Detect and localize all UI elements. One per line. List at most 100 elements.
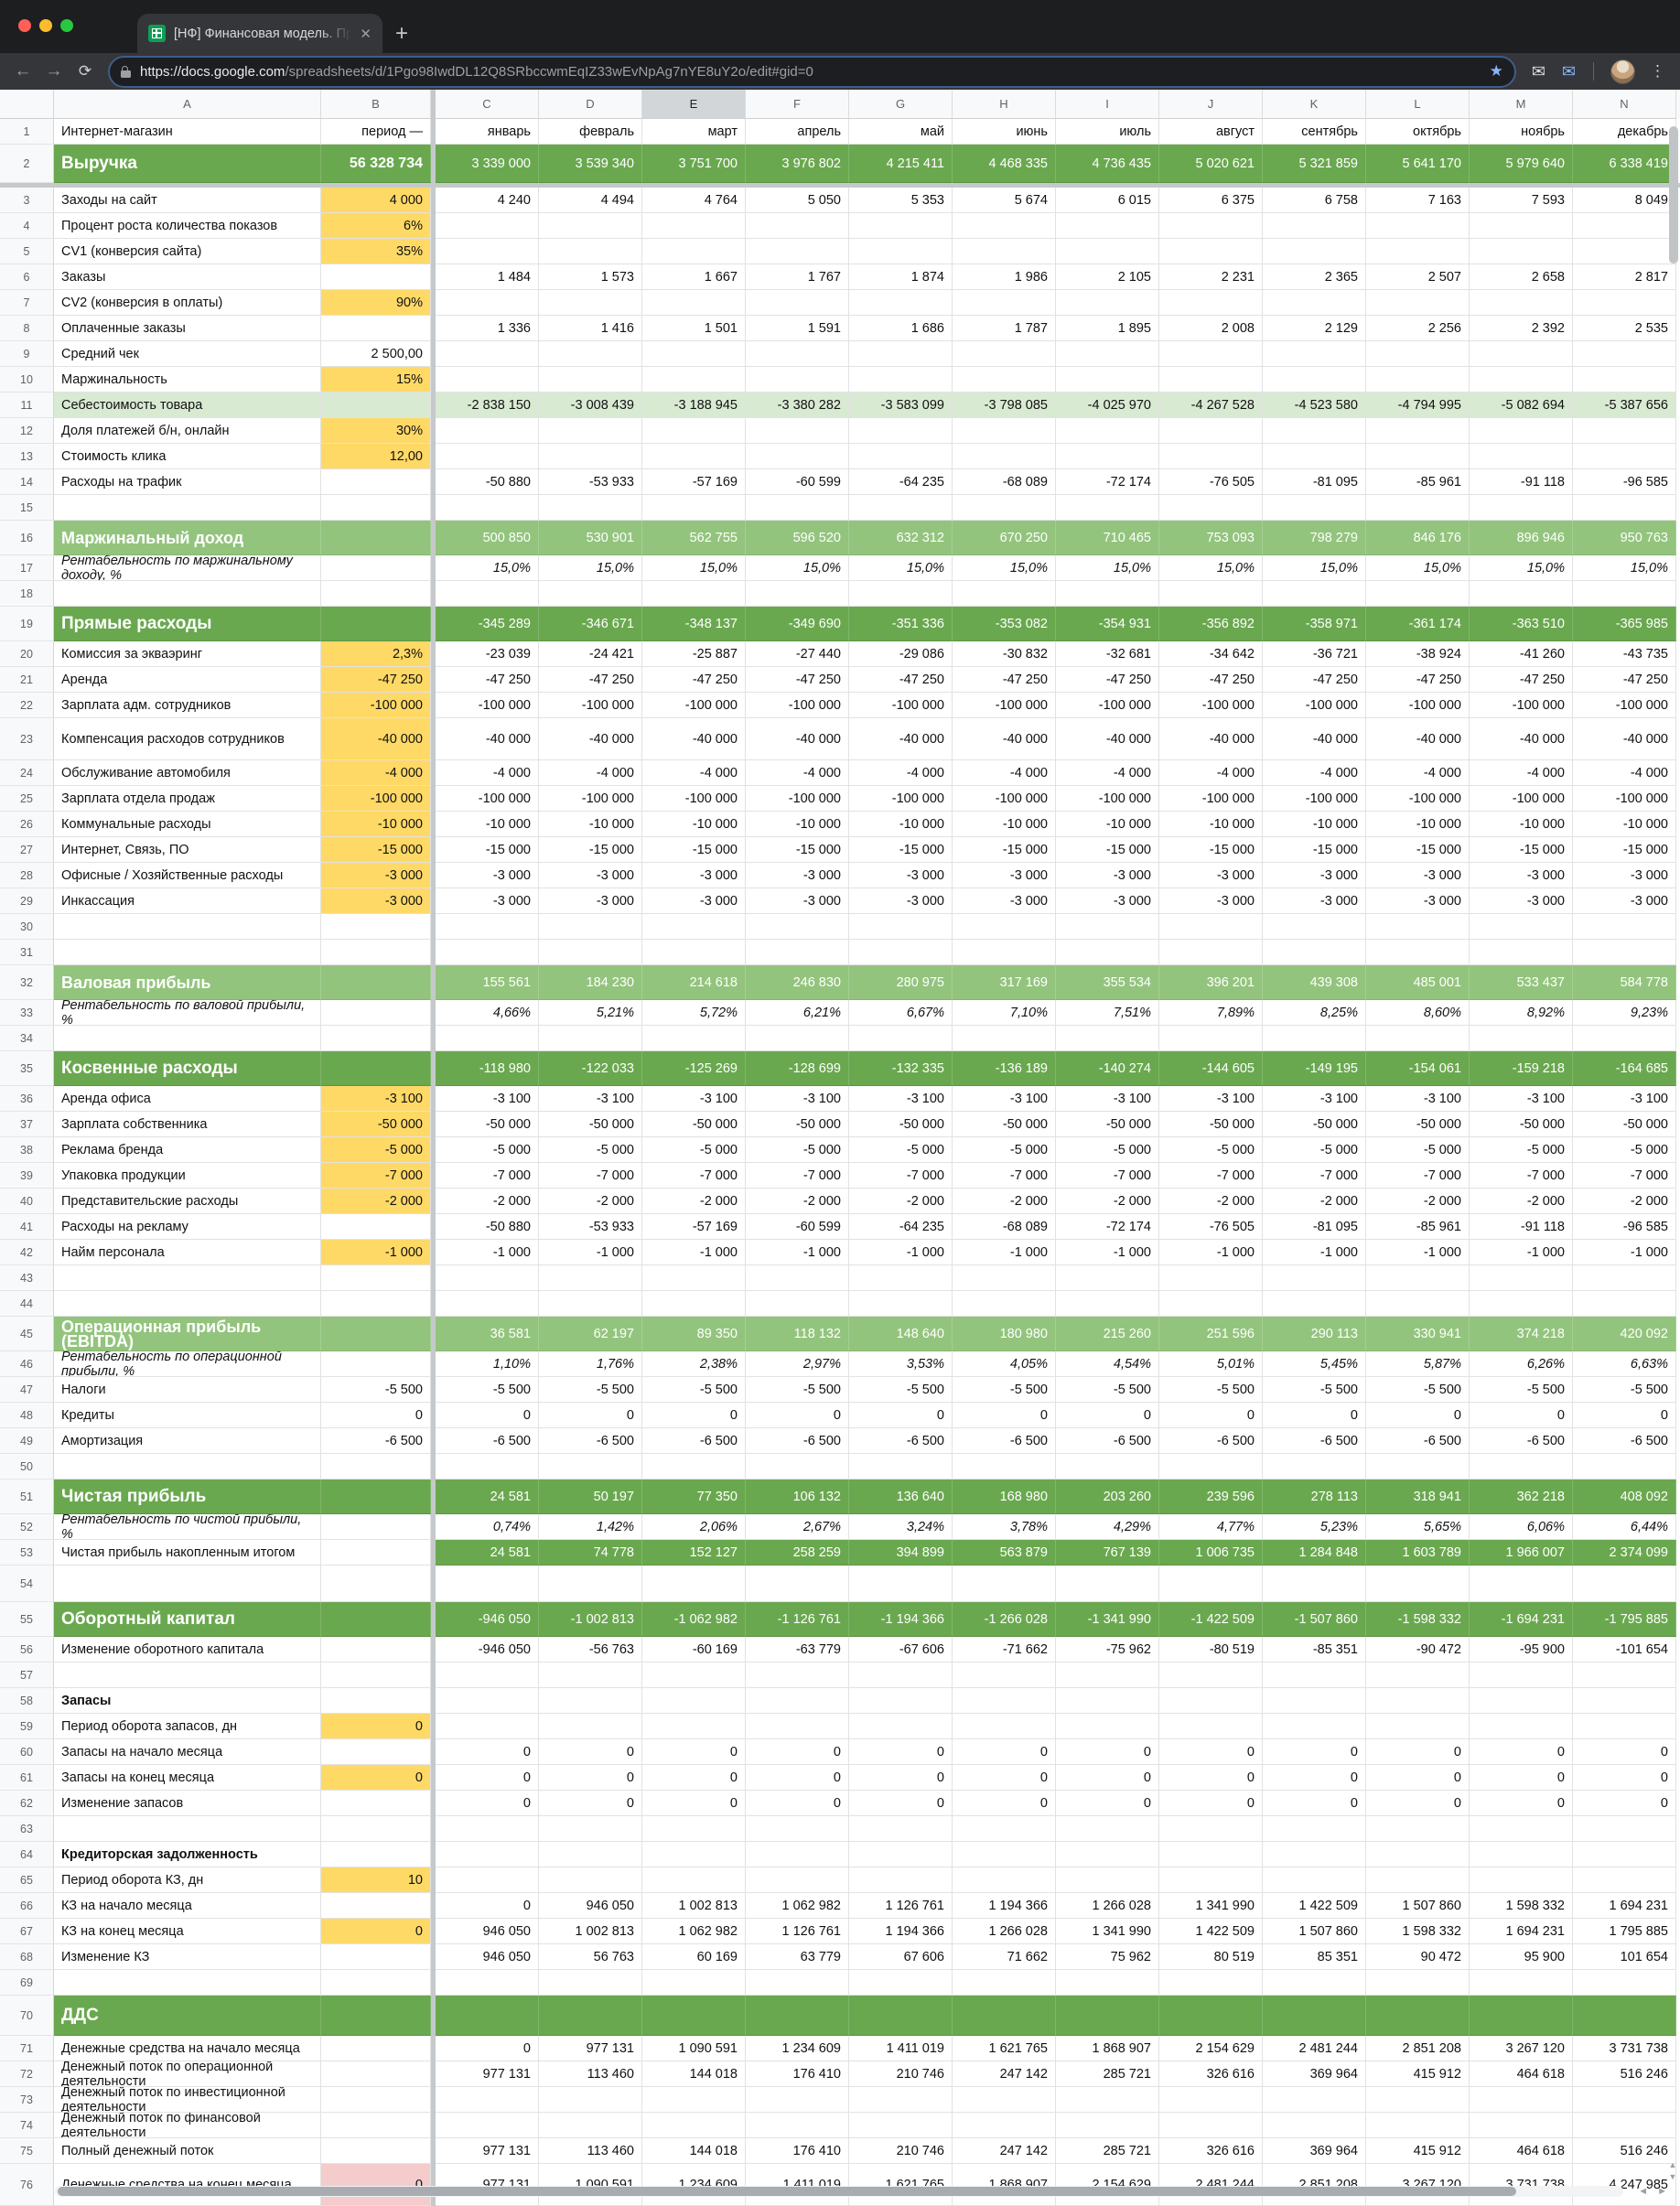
horizontal-scrollbar[interactable] (55, 2186, 1623, 2197)
cell[interactable] (1573, 940, 1676, 965)
cell[interactable] (746, 1265, 849, 1291)
cell-b[interactable] (321, 2061, 431, 2087)
row-header[interactable]: 66 (0, 1893, 54, 1919)
cell[interactable]: 0 (1056, 1739, 1159, 1765)
cell[interactable]: -164 685 (1573, 1051, 1676, 1086)
cell[interactable] (539, 581, 642, 607)
row-header[interactable]: 20 (0, 641, 54, 667)
cell[interactable]: 285 721 (1056, 2061, 1159, 2087)
cell[interactable] (1263, 1566, 1366, 1602)
row-header[interactable]: 59 (0, 1714, 54, 1739)
horizontal-scroll-arrows[interactable]: ◄ ► (1638, 2186, 1667, 2197)
cell[interactable] (1056, 290, 1159, 316)
column-header-j[interactable]: J (1159, 90, 1263, 119)
cell[interactable]: -6 500 (539, 1428, 642, 1454)
cell[interactable]: -5 500 (1573, 1377, 1676, 1403)
cell[interactable]: -100 000 (1056, 693, 1159, 718)
cell[interactable]: 464 618 (1470, 2061, 1573, 2087)
row-header[interactable]: 40 (0, 1189, 54, 1214)
cell[interactable] (1470, 213, 1573, 239)
cell[interactable]: 6 375 (1159, 188, 1263, 213)
cell[interactable]: 1 126 761 (746, 1919, 849, 1944)
cell[interactable]: 2 851 208 (1366, 2036, 1470, 2061)
cell[interactable] (539, 940, 642, 965)
cell[interactable] (1159, 2087, 1263, 2113)
cell[interactable]: -100 000 (1263, 786, 1366, 812)
cell[interactable] (642, 1291, 746, 1317)
cell[interactable]: -15 000 (953, 837, 1056, 863)
cell[interactable] (746, 1663, 849, 1688)
cell[interactable]: -118 980 (436, 1051, 539, 1086)
cell[interactable] (642, 213, 746, 239)
cell[interactable]: -3 100 (1263, 1086, 1366, 1112)
cell-label[interactable]: Компенсация расходов сотрудников (54, 718, 321, 760)
cell[interactable] (1573, 1867, 1676, 1893)
cell[interactable]: 3 339 000 (436, 145, 539, 183)
cell[interactable] (436, 1265, 539, 1291)
cell[interactable] (1263, 1816, 1366, 1842)
cell[interactable]: -7 000 (1159, 1163, 1263, 1189)
cell[interactable]: -3 100 (849, 1086, 953, 1112)
cell[interactable] (436, 1566, 539, 1602)
cell[interactable] (1366, 914, 1470, 940)
row-header[interactable]: 36 (0, 1086, 54, 1112)
row-header[interactable]: 1 (0, 119, 54, 145)
cell-label[interactable] (54, 1454, 321, 1480)
cell[interactable] (539, 1688, 642, 1714)
cell[interactable]: 7,51% (1056, 1000, 1159, 1026)
cell-label[interactable]: Изменение оборотного капитала (54, 1637, 321, 1663)
cell[interactable]: 5 321 859 (1263, 145, 1366, 183)
cell[interactable] (642, 1026, 746, 1051)
cell[interactable] (1470, 1566, 1573, 1602)
cell[interactable]: 0 (539, 1791, 642, 1816)
cell[interactable]: 89 350 (642, 1317, 746, 1351)
cell[interactable] (746, 1714, 849, 1739)
cell[interactable]: 896 946 (1470, 521, 1573, 555)
cell[interactable]: 24 581 (436, 1480, 539, 1514)
cell[interactable] (1470, 1714, 1573, 1739)
cell-label[interactable]: Период оборота КЗ, дн (54, 1867, 321, 1893)
cell-label[interactable]: Инкассация (54, 888, 321, 914)
cell[interactable]: -100 000 (746, 786, 849, 812)
cell[interactable]: 74 778 (539, 1540, 642, 1566)
cell[interactable]: -41 260 (1470, 641, 1573, 667)
cell-label[interactable]: Операционная прибыль (EBITDA) (54, 1317, 321, 1351)
cell[interactable]: -1 422 509 (1159, 1602, 1263, 1637)
cell[interactable]: -10 000 (1366, 812, 1470, 837)
cell[interactable]: -60 169 (642, 1637, 746, 1663)
cell[interactable]: -63 779 (746, 1637, 849, 1663)
cell[interactable]: 6 338 419 (1573, 145, 1676, 183)
cell[interactable]: 0 (1573, 1739, 1676, 1765)
row-header[interactable]: 4 (0, 213, 54, 239)
cell[interactable]: -100 000 (953, 693, 1056, 718)
cell[interactable] (1470, 1996, 1573, 2036)
cell[interactable]: -5 000 (1159, 1137, 1263, 1163)
cell[interactable] (539, 1970, 642, 1996)
cell[interactable]: 0 (849, 1765, 953, 1791)
row-header[interactable]: 43 (0, 1265, 54, 1291)
cell[interactable]: 15,0% (436, 555, 539, 581)
row-header[interactable]: 10 (0, 367, 54, 393)
cell[interactable] (953, 444, 1056, 469)
cell[interactable]: 798 279 (1263, 521, 1366, 555)
cell[interactable]: -81 095 (1263, 469, 1366, 495)
row-header[interactable]: 58 (0, 1688, 54, 1714)
cell-b[interactable] (321, 1291, 431, 1317)
cell[interactable]: -5 500 (539, 1377, 642, 1403)
cell[interactable] (1159, 495, 1263, 521)
cell[interactable]: 280 975 (849, 965, 953, 1000)
cell-title[interactable]: Интернет-магазин (54, 119, 321, 145)
cell[interactable]: 1 266 028 (1056, 1893, 1159, 1919)
cell[interactable] (1159, 1265, 1263, 1291)
cell[interactable] (849, 940, 953, 965)
cell[interactable]: 5,45% (1263, 1351, 1366, 1377)
cell[interactable]: 113 460 (539, 2138, 642, 2164)
cell[interactable]: 63 779 (746, 1944, 849, 1970)
cell[interactable] (642, 914, 746, 940)
cell[interactable]: 7 163 (1366, 188, 1470, 213)
row-header[interactable]: 51 (0, 1480, 54, 1514)
row-header[interactable]: 3 (0, 188, 54, 213)
cell[interactable]: -1 000 (849, 1240, 953, 1265)
cell[interactable]: -57 169 (642, 1214, 746, 1240)
cell[interactable]: -3 000 (1056, 863, 1159, 888)
